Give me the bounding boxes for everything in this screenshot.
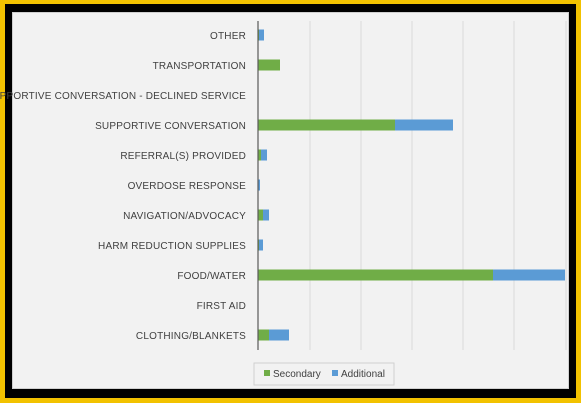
legend-box bbox=[253, 362, 395, 386]
bar-additional-0 bbox=[259, 29, 264, 41]
bar-additional-6 bbox=[263, 209, 269, 221]
bar-secondary-4 bbox=[258, 149, 261, 161]
category-label: OVERDOSE RESPONSE bbox=[128, 181, 247, 192]
bar-secondary-6 bbox=[258, 209, 263, 221]
category-label: SUPPORTIVE CONVERSATION bbox=[95, 121, 246, 132]
legend-swatch-secondary bbox=[264, 370, 270, 376]
category-label: NAVIGATION/ADVOCACY bbox=[123, 211, 246, 222]
legend-label-additional: Additional bbox=[341, 369, 385, 380]
bar-secondary-1 bbox=[258, 59, 280, 71]
bar-secondary-3 bbox=[258, 119, 395, 131]
bar-additional-5 bbox=[258, 179, 260, 191]
bar-additional-10 bbox=[269, 329, 289, 341]
category-label: SUPPORTIVE CONVERSATION - DECLINED SERVI… bbox=[0, 91, 246, 102]
category-label: TRANSPORTATION bbox=[153, 61, 246, 72]
category-label: FIRST AID bbox=[197, 301, 246, 312]
category-label: OTHER bbox=[210, 31, 246, 42]
category-label: REFERRAL(S) PROVIDED bbox=[120, 151, 246, 162]
category-label: HARM REDUCTION SUPPLIES bbox=[98, 241, 246, 252]
bar-additional-7 bbox=[259, 239, 263, 251]
bar-secondary-8 bbox=[258, 269, 493, 281]
bar-additional-3 bbox=[395, 119, 453, 131]
bar-additional-8 bbox=[493, 269, 565, 281]
legend-label-secondary: Secondary bbox=[273, 369, 321, 380]
legend-swatch-additional bbox=[332, 370, 338, 376]
category-label: FOOD/WATER bbox=[177, 271, 246, 282]
chart-area bbox=[12, 12, 569, 389]
category-label: CLOTHING/BLANKETS bbox=[136, 331, 246, 342]
bar-secondary-10 bbox=[258, 329, 269, 341]
bar-additional-4 bbox=[261, 149, 267, 161]
